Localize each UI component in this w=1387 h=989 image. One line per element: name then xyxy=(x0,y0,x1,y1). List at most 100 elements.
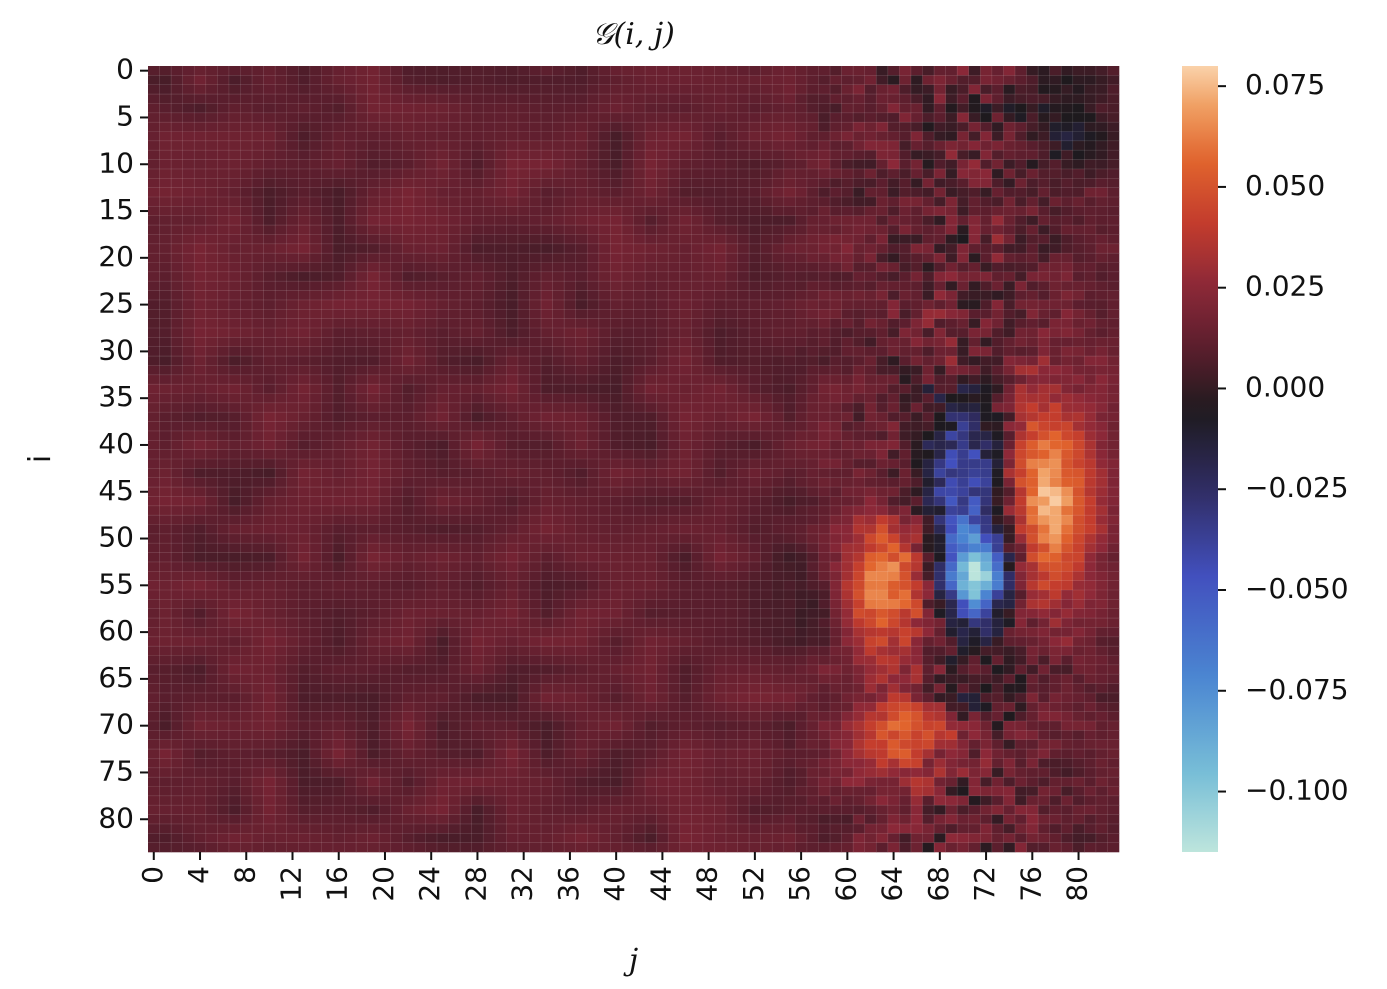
heatmap-cell xyxy=(379,168,392,179)
heatmap-cell xyxy=(436,94,449,104)
heatmap-cell xyxy=(564,66,576,76)
heatmap-cell xyxy=(275,552,288,563)
heatmap-cell xyxy=(541,599,553,610)
heatmap-cell xyxy=(321,94,334,104)
heatmap-cell xyxy=(1095,543,1108,553)
heatmap-cell xyxy=(1049,225,1062,235)
heatmap-cell xyxy=(749,328,761,338)
heatmap-cell xyxy=(148,299,160,310)
heatmap-cell xyxy=(217,365,230,376)
heatmap-cell xyxy=(298,84,311,95)
heatmap-cell xyxy=(853,66,865,76)
heatmap-cell xyxy=(471,122,484,132)
heatmap-cell xyxy=(205,365,218,376)
heatmap-cell xyxy=(934,187,946,198)
heatmap-cell xyxy=(217,374,230,385)
heatmap-cell xyxy=(402,225,415,235)
heatmap-cell xyxy=(1061,309,1074,319)
heatmap-cell xyxy=(864,318,877,329)
heatmap-cell xyxy=(864,580,877,591)
heatmap-cell xyxy=(853,561,865,572)
heatmap-cell xyxy=(298,515,311,525)
heatmap-cell xyxy=(575,168,588,179)
heatmap-cell xyxy=(679,271,692,282)
heatmap-cell xyxy=(1072,533,1085,544)
heatmap-cell xyxy=(679,590,692,600)
heatmap-cell xyxy=(910,75,923,86)
heatmap-cell xyxy=(425,552,438,563)
heatmap-cell xyxy=(332,225,345,235)
heatmap-cell xyxy=(656,94,669,104)
heatmap-cell xyxy=(541,608,553,619)
heatmap-cell xyxy=(1107,365,1120,376)
heatmap-cell xyxy=(934,402,946,413)
heatmap-cell xyxy=(1084,561,1097,572)
heatmap-cell xyxy=(367,309,380,319)
heatmap-cell xyxy=(1095,140,1108,151)
heatmap-cell xyxy=(922,599,935,610)
heatmap-cell xyxy=(760,365,773,376)
heatmap-cell xyxy=(379,496,392,507)
heatmap-cell xyxy=(575,75,588,86)
heatmap-cell xyxy=(436,356,449,366)
heatmap-cell xyxy=(332,253,345,263)
heatmap-cell xyxy=(691,487,704,497)
heatmap-cell xyxy=(275,533,288,544)
heatmap-cell xyxy=(541,178,553,188)
heatmap-cell xyxy=(471,533,484,544)
heatmap-cell xyxy=(1014,356,1027,366)
heatmap-cell xyxy=(332,75,345,86)
heatmap-cell xyxy=(494,206,507,217)
heatmap-cell xyxy=(795,281,808,291)
heatmap-cell xyxy=(564,243,576,254)
heatmap-cell xyxy=(783,440,796,450)
heatmap-cell xyxy=(541,197,553,207)
heatmap-cell xyxy=(344,533,357,544)
heatmap-cell xyxy=(841,168,854,179)
heatmap-cell xyxy=(321,412,334,422)
heatmap-cell xyxy=(1049,496,1062,507)
heatmap-cell xyxy=(159,290,172,301)
heatmap-cell xyxy=(714,496,727,507)
heatmap-cell xyxy=(749,430,761,441)
heatmap-cell xyxy=(413,459,426,469)
heatmap-cell xyxy=(656,365,669,376)
heatmap-cell xyxy=(182,150,195,160)
heatmap-cell xyxy=(471,543,484,553)
heatmap-cell xyxy=(286,412,299,422)
heatmap-cell xyxy=(1072,299,1085,310)
heatmap-cell xyxy=(621,421,634,432)
heatmap-cell xyxy=(506,299,519,310)
heatmap-cell xyxy=(506,468,519,479)
heatmap-cell xyxy=(1107,477,1120,488)
heatmap-cell xyxy=(494,197,507,207)
heatmap-cell xyxy=(263,496,276,507)
heatmap-cell xyxy=(980,505,993,516)
heatmap-cell xyxy=(945,131,958,142)
heatmap-cell xyxy=(1003,159,1016,170)
heatmap-cell xyxy=(737,206,750,217)
heatmap-cell xyxy=(275,140,288,151)
heatmap-cell xyxy=(991,552,1004,563)
heatmap-cell xyxy=(205,449,218,460)
heatmap-cell xyxy=(541,430,553,441)
heatmap-cell xyxy=(436,599,449,610)
heatmap-cell xyxy=(1026,393,1039,404)
heatmap-cell xyxy=(460,580,472,591)
heatmap-cell xyxy=(379,440,392,450)
heatmap-cell xyxy=(702,318,715,329)
heatmap-cell xyxy=(529,281,542,291)
heatmap-cell xyxy=(194,393,207,404)
heatmap-cell xyxy=(887,75,900,86)
heatmap-cell xyxy=(795,374,808,385)
heatmap-cell xyxy=(494,66,507,76)
heatmap-cell xyxy=(182,112,195,123)
heatmap-cell xyxy=(367,328,380,338)
heatmap-cell xyxy=(737,384,750,394)
heatmap-cell xyxy=(402,290,415,301)
heatmap-cell xyxy=(321,328,334,338)
heatmap-cell xyxy=(263,571,276,581)
heatmap-cell xyxy=(1107,421,1120,432)
heatmap-cell xyxy=(818,281,831,291)
heatmap-cell xyxy=(148,187,160,198)
